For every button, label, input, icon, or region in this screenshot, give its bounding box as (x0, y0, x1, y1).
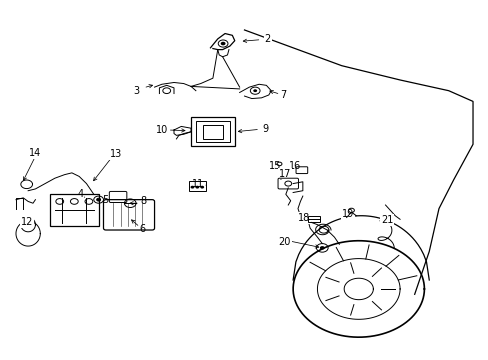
Circle shape (319, 246, 324, 249)
Text: 17: 17 (278, 168, 290, 179)
Bar (307, 216, 319, 222)
Text: 20: 20 (278, 237, 290, 247)
Text: 9: 9 (262, 123, 268, 134)
Text: 10: 10 (155, 125, 167, 135)
Circle shape (190, 186, 194, 189)
Circle shape (220, 42, 225, 45)
Text: 4: 4 (78, 189, 83, 199)
Text: 3: 3 (133, 86, 140, 96)
Circle shape (200, 186, 203, 189)
Bar (196, 121, 229, 143)
Circle shape (195, 186, 199, 189)
Text: 21: 21 (380, 215, 392, 225)
Bar (203, 125, 222, 139)
Circle shape (97, 198, 101, 201)
Text: 13: 13 (109, 149, 122, 159)
Text: 14: 14 (29, 148, 41, 158)
Text: 5: 5 (102, 195, 108, 204)
Text: 19: 19 (341, 209, 353, 219)
Text: 12: 12 (20, 217, 33, 227)
Bar (50, 194, 99, 226)
Bar (191, 117, 234, 146)
Text: 6: 6 (139, 224, 145, 234)
Text: 18: 18 (298, 213, 310, 223)
Circle shape (253, 89, 257, 92)
Text: 16: 16 (288, 161, 300, 171)
Bar (188, 181, 205, 191)
Text: 15: 15 (268, 161, 280, 171)
Text: 7: 7 (280, 90, 286, 100)
Text: 11: 11 (192, 179, 204, 189)
Text: 8: 8 (140, 197, 146, 206)
Text: 2: 2 (264, 33, 270, 44)
